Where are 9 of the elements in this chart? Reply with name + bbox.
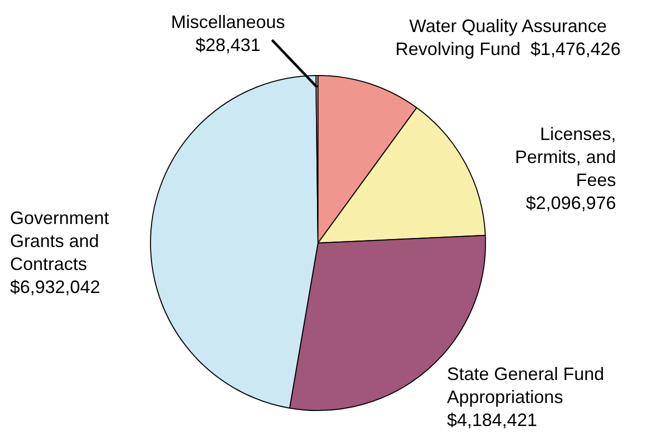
data-label: $2,096,976 <box>526 193 616 213</box>
slice-label: Government Grants and Contracts <box>10 208 110 274</box>
slice-label: State General Fund Appropriations <box>447 364 604 407</box>
data-label: $28,431 <box>195 35 261 55</box>
slice-label: Licenses, Permits, and Fees <box>514 124 616 190</box>
slice-label: Water Quality Assurance Revolving Fund $1,476,426 <box>395 16 621 59</box>
data-label: $6,932,042 <box>10 277 100 297</box>
slice-label: Miscellaneous <box>170 12 286 32</box>
data-label: $4,184,421 <box>447 410 538 430</box>
